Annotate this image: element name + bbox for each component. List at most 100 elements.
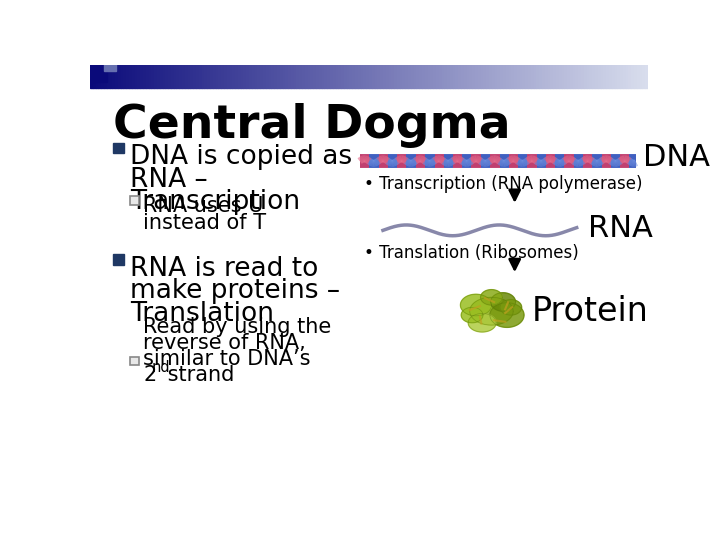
Bar — [620, 65, 623, 88]
Bar — [227, 65, 230, 88]
Bar — [428, 65, 431, 88]
Bar — [182, 65, 185, 88]
Bar — [612, 65, 615, 88]
Bar — [503, 65, 505, 88]
Bar — [188, 65, 190, 88]
Bar — [405, 65, 408, 88]
Bar — [447, 65, 450, 88]
Bar — [419, 65, 422, 88]
Bar — [132, 65, 135, 88]
Bar — [642, 65, 645, 88]
Bar — [461, 65, 464, 88]
Bar — [372, 65, 374, 88]
Bar — [213, 65, 215, 88]
Bar — [218, 65, 221, 88]
Bar — [90, 65, 107, 82]
Bar — [397, 65, 400, 88]
Bar — [587, 65, 590, 88]
Bar — [575, 65, 578, 88]
Bar — [436, 65, 438, 88]
Bar — [193, 65, 196, 88]
Bar — [319, 65, 322, 88]
Bar — [140, 65, 143, 88]
Polygon shape — [469, 298, 513, 325]
Bar — [394, 65, 397, 88]
Bar — [505, 65, 508, 88]
Bar — [135, 65, 138, 88]
Bar — [349, 65, 352, 88]
Bar — [269, 65, 271, 88]
Bar — [489, 65, 492, 88]
Bar — [338, 65, 341, 88]
Bar — [459, 65, 461, 88]
Bar — [498, 65, 500, 88]
Bar — [196, 65, 199, 88]
Text: Transcription: Transcription — [130, 190, 300, 215]
Bar — [305, 65, 307, 88]
Bar — [623, 65, 626, 88]
Bar — [327, 65, 330, 88]
Bar — [400, 65, 402, 88]
Bar — [366, 65, 369, 88]
Bar — [486, 65, 489, 88]
Bar — [101, 65, 104, 88]
Bar — [246, 65, 249, 88]
Bar — [104, 65, 107, 88]
Bar — [483, 65, 486, 88]
Bar — [252, 65, 255, 88]
Bar — [204, 65, 207, 88]
Bar — [425, 65, 428, 88]
Bar — [464, 65, 467, 88]
Polygon shape — [490, 303, 524, 327]
Bar — [475, 65, 478, 88]
Bar — [456, 65, 458, 88]
Bar — [126, 65, 129, 88]
Bar — [606, 65, 609, 88]
Bar — [559, 65, 562, 88]
Bar — [243, 65, 246, 88]
Bar — [263, 65, 266, 88]
Bar — [626, 65, 629, 88]
Bar — [138, 65, 140, 88]
Bar — [143, 65, 145, 88]
Bar — [176, 65, 179, 88]
Bar — [336, 65, 338, 88]
Bar — [593, 65, 595, 88]
Text: • Transcription (RNA polymerase): • Transcription (RNA polymerase) — [364, 175, 642, 193]
Bar — [634, 65, 637, 88]
Polygon shape — [468, 314, 496, 332]
Bar — [90, 65, 93, 88]
Text: instead of T: instead of T — [143, 213, 266, 233]
Bar — [202, 65, 204, 88]
Bar — [185, 65, 188, 88]
Bar — [258, 65, 260, 88]
Bar — [151, 65, 154, 88]
FancyBboxPatch shape — [130, 197, 139, 205]
Bar — [190, 65, 193, 88]
Polygon shape — [462, 307, 483, 323]
Bar — [288, 65, 291, 88]
Bar — [330, 65, 333, 88]
Bar — [271, 65, 274, 88]
Text: Central Dogma: Central Dogma — [113, 103, 511, 148]
Text: strand: strand — [161, 365, 234, 385]
Bar — [179, 65, 182, 88]
Bar — [313, 65, 316, 88]
Bar — [545, 65, 547, 88]
Bar — [377, 65, 380, 88]
Bar — [542, 65, 545, 88]
Bar — [389, 65, 392, 88]
Text: similar to DNA’s: similar to DNA’s — [143, 349, 311, 369]
Bar — [441, 65, 444, 88]
Bar — [238, 65, 240, 88]
Bar — [230, 65, 233, 88]
Bar — [310, 65, 313, 88]
Bar — [556, 65, 559, 88]
Bar — [274, 65, 277, 88]
Bar — [118, 65, 121, 88]
Bar — [478, 65, 481, 88]
Bar — [297, 65, 300, 88]
Bar — [481, 65, 483, 88]
Bar — [617, 65, 620, 88]
Bar — [333, 65, 336, 88]
